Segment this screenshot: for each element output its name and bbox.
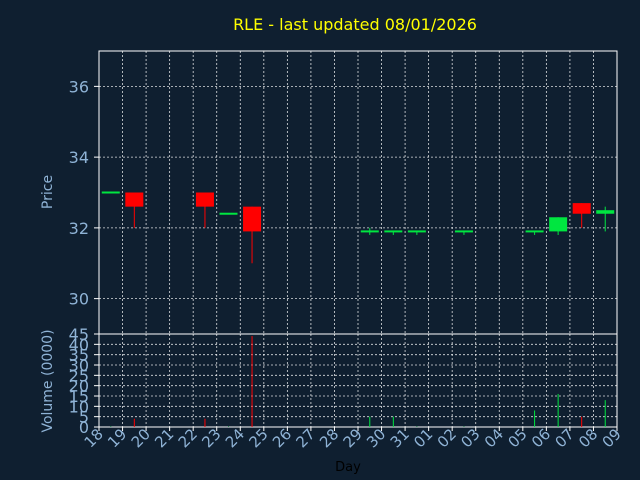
chart-title: RLE - last updated 08/01/2026: [233, 15, 477, 34]
candle-body: [243, 206, 262, 232]
x-tick-label: 23: [198, 425, 224, 451]
volume-tick-label: 35: [69, 346, 89, 365]
candle-body: [454, 230, 473, 233]
x-tick-label: 20: [128, 425, 154, 451]
price-axis-label: Price: [40, 175, 56, 209]
x-tick-label: 04: [481, 425, 507, 451]
volume-tick-label: 5: [79, 408, 89, 427]
x-axis-label: Day: [335, 460, 361, 475]
candle-body: [360, 230, 379, 233]
candle-body: [525, 230, 544, 233]
volume-tick-label: 15: [69, 387, 89, 406]
x-tick-label: 05: [504, 425, 530, 451]
candle-body: [549, 217, 568, 232]
x-tick-label: 22: [175, 425, 201, 451]
x-tick-label: 29: [340, 425, 366, 451]
x-tick-label: 31: [387, 425, 413, 451]
price-panel: 30 32 34 36: [69, 50, 618, 335]
x-tick-label: 03: [457, 425, 483, 451]
volume-tick-label: 20: [69, 377, 89, 396]
x-tick-label: 09: [599, 425, 625, 451]
x-tick-label: 27: [293, 425, 319, 451]
x-tick-label: 01: [410, 425, 436, 451]
x-tick-label: 26: [269, 425, 295, 451]
candle-body: [407, 230, 426, 233]
x-tick-label: 21: [151, 425, 177, 451]
candle-body: [219, 212, 238, 215]
candle-body: [195, 192, 214, 207]
x-tick-label: 24: [222, 425, 248, 451]
volume-tick-label: 30: [69, 356, 89, 375]
candle-body: [572, 203, 591, 214]
volume-tick-label: 10: [69, 397, 89, 416]
price-tick-label: 32: [69, 219, 89, 238]
volume-axis-label: Volume (0000): [40, 329, 56, 432]
x-tick-label: 08: [575, 425, 601, 451]
x-tick-label: 30: [363, 425, 389, 451]
price-tick-label: 34: [69, 148, 89, 167]
volume-tick-label: 25: [69, 366, 89, 385]
candle-body: [384, 230, 403, 233]
x-tick-label: 07: [552, 425, 578, 451]
x-axis: 1819202122232425262728293031010203040506…: [81, 425, 625, 451]
volume-tick-label: 0: [79, 418, 89, 437]
x-tick-label: 06: [528, 425, 554, 451]
x-tick-label: 28: [316, 425, 342, 451]
x-tick-label: 02: [434, 425, 460, 451]
price-tick-label: 30: [69, 290, 89, 309]
volume-tick-label: 40: [69, 335, 89, 354]
price-tick-label: 36: [69, 77, 89, 96]
candle-body: [101, 191, 120, 194]
volume-tick-label: 45: [69, 325, 89, 344]
x-tick-label: 19: [104, 425, 130, 451]
candle-body: [125, 192, 144, 207]
x-tick-label: 25: [245, 425, 271, 451]
candle-body: [596, 210, 615, 214]
